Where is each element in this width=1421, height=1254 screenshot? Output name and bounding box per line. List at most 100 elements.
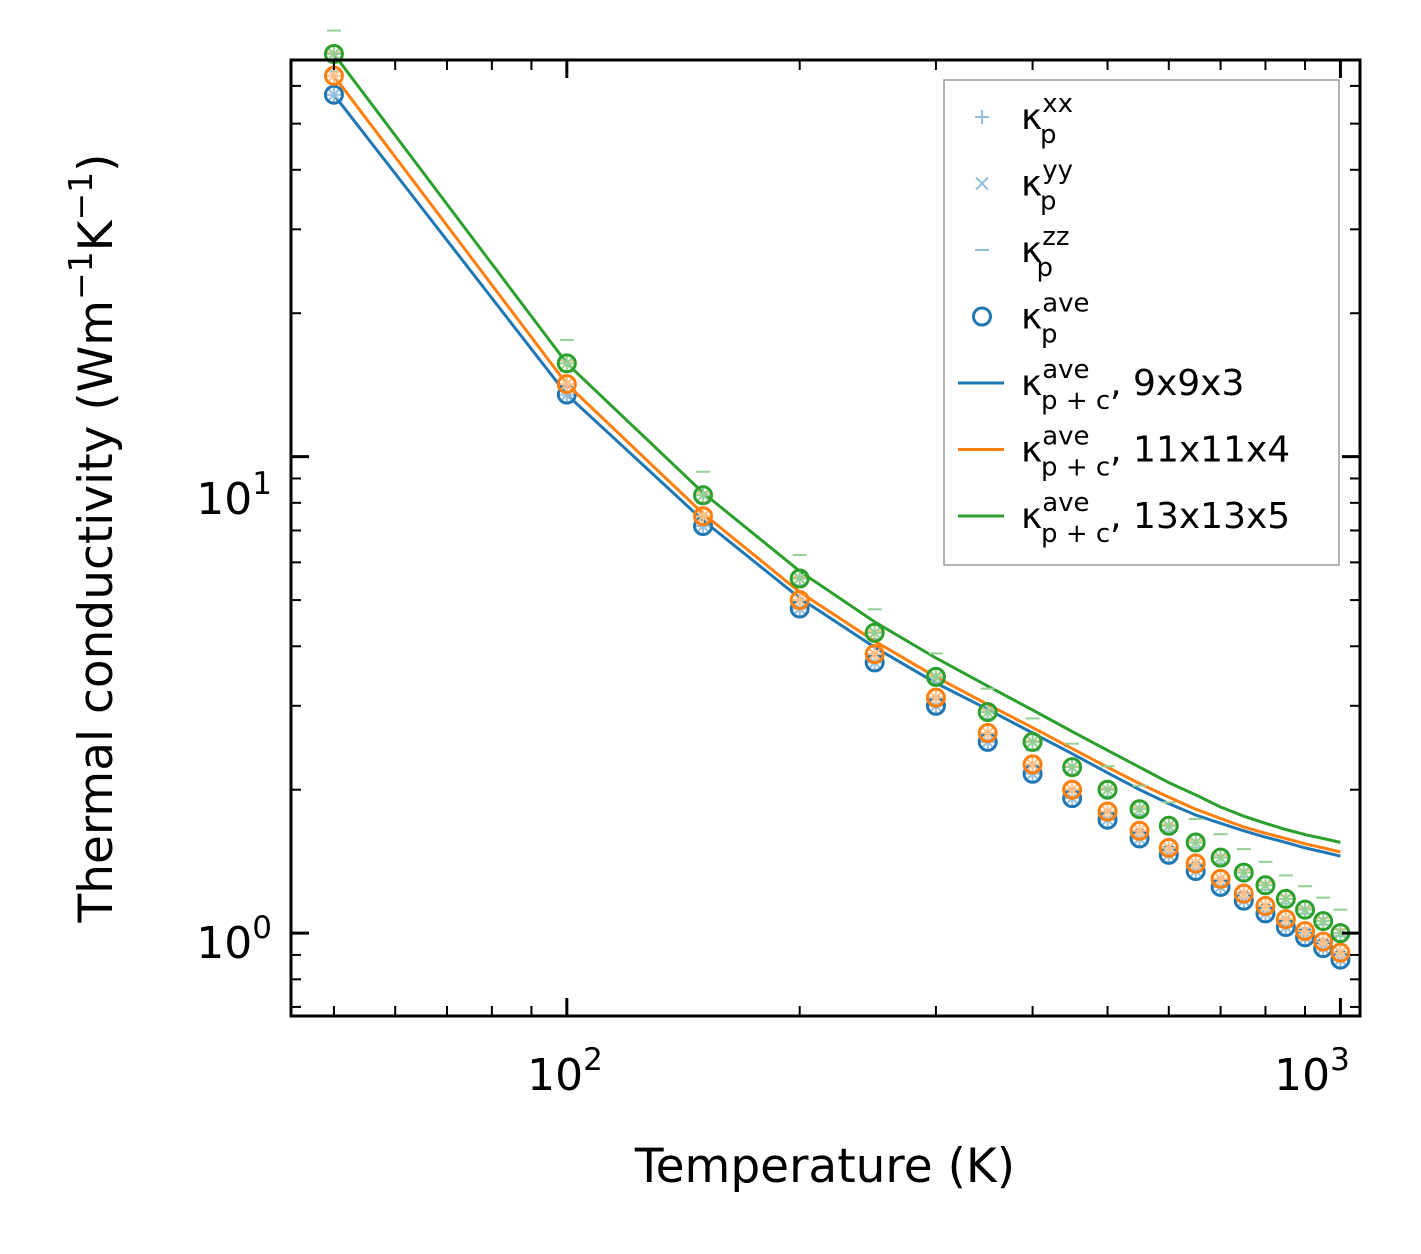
cross-marker-yy: [1132, 802, 1147, 816]
marker-11x11x4-T500: [1097, 787, 1118, 822]
circle-marker-ave: [1275, 888, 1296, 909]
circle-marker-ave: [693, 506, 714, 527]
legend-cross-marker: [975, 176, 989, 191]
circle-marker-ave: [1158, 837, 1179, 858]
circle-marker-ave: [1129, 820, 1150, 841]
legend-superscript: xx: [1042, 89, 1073, 119]
cross-marker-yy: [1162, 819, 1176, 833]
circle-marker-ave: [1062, 779, 1083, 800]
marker-11x11x4-T800: [1255, 881, 1276, 917]
marker-11x11x4-T750: [1233, 869, 1254, 904]
cross-marker-yy: [560, 356, 574, 371]
legend-subscript: p + c: [1041, 386, 1110, 416]
circle-marker-ave: [1210, 847, 1231, 868]
circle-marker-ave: [323, 84, 344, 105]
cross-marker-yy: [792, 571, 807, 586]
cross-marker-yy: [867, 647, 882, 661]
cross-marker-yy: [929, 670, 943, 684]
circle-marker-ave: [864, 622, 885, 643]
marker-11x11x4-T200: [789, 575, 810, 611]
circle-marker-ave: [693, 485, 714, 506]
circle-marker-ave: [977, 702, 998, 723]
circle-marker-ave: [1185, 853, 1206, 874]
circle-marker-ave: [1255, 875, 1276, 896]
y-tick-label-1: 100: [196, 910, 272, 969]
cross-marker-yy: [1065, 760, 1079, 774]
legend-suffix: , 11x11x4: [1110, 430, 1290, 471]
circle-marker-ave: [925, 687, 946, 708]
x-tick-label-100: 102: [527, 1042, 603, 1101]
circle-marker-ave: [1062, 757, 1083, 778]
marker-13x13x5-T900: [1295, 885, 1316, 920]
cross-marker-yy: [1237, 865, 1251, 880]
cross-marker-yy: [1298, 924, 1312, 938]
marker-13x13x5-T150: [693, 470, 714, 506]
marker-13x13x5-T350: [977, 687, 998, 723]
circle-marker-ave: [1313, 911, 1334, 932]
marker-11x11x4-T300: [925, 673, 946, 708]
cross-marker-yy: [1100, 782, 1115, 797]
marker-11x11x4-T950: [1313, 917, 1334, 952]
legend-item-4: κave p: [972, 289, 1090, 350]
circle-marker-ave: [1233, 862, 1254, 883]
legend-superscript: ave: [1042, 422, 1089, 452]
legend-symbol: κ: [1021, 363, 1042, 404]
legend-label: κave p: [1021, 289, 1090, 350]
marker-13x13x5-T300: [925, 652, 946, 687]
cross-marker-yy: [867, 626, 882, 640]
marker-13x13x5-T850: [1275, 874, 1296, 909]
legend-label: κzz p: [1021, 222, 1070, 283]
circle-marker-ave: [1129, 799, 1150, 820]
cross-marker-yy: [327, 87, 341, 102]
cross-marker-yy: [1025, 757, 1040, 772]
legend-box: [943, 79, 1340, 566]
x-tick-label-1000: 103: [1274, 1042, 1350, 1101]
legend-item-5: κave p + c, 9x9x3: [958, 355, 1244, 416]
legend-label: κxx p: [1021, 89, 1073, 150]
cross-marker-yy: [929, 690, 943, 705]
marker-13x13x5-T200: [789, 554, 810, 589]
plot-frame: [289, 58, 1362, 1018]
circle-marker-ave: [1330, 942, 1351, 963]
tick-layer: [291, 60, 1360, 1016]
cross-marker-yy: [1162, 841, 1176, 855]
cross-marker-yy: [792, 593, 807, 607]
cross-marker-yy: [1213, 850, 1228, 865]
cross-marker-yy: [1065, 782, 1079, 797]
legend-label: κave p + c, 13x13x5: [1021, 488, 1290, 549]
legend-suffix: , 9x9x3: [1110, 363, 1244, 404]
circle-marker-ave: [1097, 801, 1118, 822]
circle-marker-ave: [1233, 883, 1254, 904]
marker-13x13x5-T600: [1158, 801, 1179, 836]
legend-superscript: ave: [1042, 488, 1089, 518]
y-axis-title: Thermal conductivity (Wm−1K−1): [61, 154, 124, 924]
circle-marker-ave: [864, 644, 885, 665]
circle-marker-ave: [1158, 815, 1179, 836]
legend-item-7: κave p + c, 13x13x5: [958, 488, 1290, 549]
cross-marker-yy: [1333, 945, 1348, 960]
cross-marker-yy: [1025, 735, 1040, 749]
legend-label: κave p + c, 11x11x4: [1021, 422, 1290, 483]
marker-13x13x5-T550: [1129, 784, 1150, 820]
circle-marker-ave: [1313, 931, 1334, 952]
legend-symbol: κ: [1021, 496, 1042, 537]
circle-marker-ave: [1022, 754, 1043, 775]
cross-marker-yy: [1132, 824, 1147, 838]
series-11x11x4: [323, 51, 1351, 963]
line-kappa-pc-13x13x5: [332, 53, 1341, 844]
legend-subscript: p: [1037, 253, 1054, 283]
legend-subscript: p: [1041, 320, 1058, 350]
legend-item-6: κave p + c, 11x11x4: [958, 422, 1290, 483]
circle-marker-ave: [1185, 832, 1206, 853]
marker-11x11x4-T150: [693, 491, 714, 527]
marker-13x13x5-T400: [1022, 717, 1043, 752]
circle-marker-ave: [556, 353, 577, 374]
cross-marker-yy: [1188, 835, 1203, 850]
marker-13x13x5-T750: [1233, 848, 1254, 883]
cross-marker-yy: [327, 69, 341, 83]
circle-marker-ave: [789, 568, 810, 589]
circle-marker-ave: [1295, 921, 1316, 942]
cross-marker-yy: [1100, 804, 1115, 819]
